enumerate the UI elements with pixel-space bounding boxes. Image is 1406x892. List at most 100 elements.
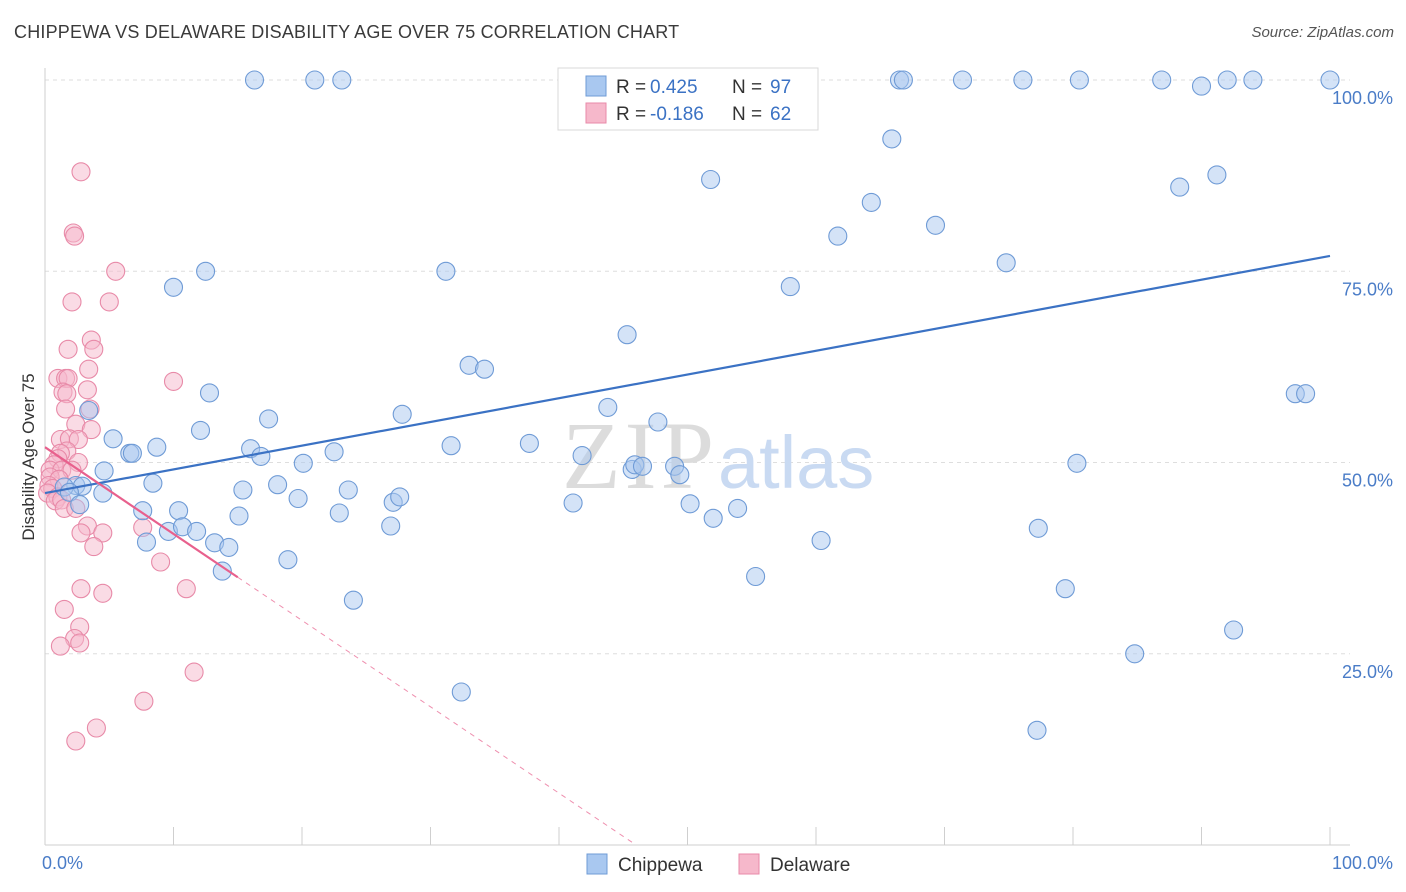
delaware-point bbox=[58, 339, 78, 359]
chippewa-point bbox=[278, 550, 298, 570]
grid-lines bbox=[45, 79, 1350, 655]
watermark: ZIP atlas bbox=[562, 402, 874, 509]
legend-n-label: N = bbox=[732, 77, 762, 98]
chippewa-point bbox=[196, 261, 216, 281]
chippewa-point bbox=[670, 465, 690, 485]
chippewa-point bbox=[1170, 177, 1190, 197]
delaware-point bbox=[93, 523, 113, 543]
legend: R = 0.425 N = 97 R = -0.186 N = 62 bbox=[557, 67, 819, 131]
x-tick-label-min: 0.0% bbox=[42, 853, 83, 873]
bottom-legend: Chippewa Delaware bbox=[586, 853, 850, 876]
chippewa-point bbox=[305, 70, 325, 90]
y-tick-label-50: 50.0% bbox=[1342, 471, 1393, 491]
watermark-atlas: atlas bbox=[718, 421, 874, 504]
legend-r-label: R = bbox=[616, 77, 646, 98]
chippewa-point bbox=[828, 226, 848, 246]
chippewa-point bbox=[1152, 70, 1172, 90]
chippewa-point bbox=[441, 436, 461, 456]
bottom-legend-swatch-chippewa bbox=[586, 853, 608, 875]
chippewa-point bbox=[259, 409, 279, 429]
chippewa-point bbox=[1055, 579, 1075, 599]
delaware-point bbox=[65, 226, 85, 246]
chippewa-point bbox=[190, 420, 211, 440]
bottom-legend-swatch-delaware bbox=[738, 853, 760, 875]
chippewa-point bbox=[1027, 720, 1047, 740]
y-tick-label-25: 25.0% bbox=[1342, 662, 1393, 682]
chippewa-point bbox=[122, 443, 142, 463]
legend-r-value-delaware: -0.186 bbox=[650, 104, 704, 125]
delaware-point bbox=[163, 371, 184, 391]
legend-swatch-delaware bbox=[585, 102, 607, 124]
chippewa-point bbox=[701, 169, 721, 190]
legend-swatch-chippewa bbox=[585, 75, 607, 97]
legend-r-value-chippewa: 0.425 bbox=[650, 77, 698, 98]
chippewa-point bbox=[893, 70, 913, 90]
chippewa-point bbox=[293, 453, 313, 473]
chippewa-point bbox=[1217, 70, 1237, 90]
delaware-point bbox=[66, 731, 86, 751]
legend-n-label: N = bbox=[732, 104, 762, 125]
delaware-point bbox=[71, 579, 91, 599]
chippewa-point bbox=[572, 446, 592, 466]
y-tick-label-100: 100.0% bbox=[1332, 88, 1393, 108]
chippewa-point bbox=[1067, 453, 1087, 473]
chippewa-point bbox=[1224, 620, 1244, 640]
chippewa-point bbox=[925, 215, 946, 235]
chippewa-point bbox=[746, 566, 766, 587]
chippewa-point bbox=[703, 508, 723, 528]
chippewa-point bbox=[1296, 384, 1316, 404]
delaware-point bbox=[176, 579, 196, 599]
chippewa-point bbox=[219, 537, 239, 557]
chippewa-point bbox=[617, 325, 637, 345]
chippewa-point bbox=[163, 277, 184, 297]
chippewa-point bbox=[780, 277, 800, 297]
chippewa-point bbox=[648, 412, 668, 432]
y-tick-labels: 25.0% 50.0% 75.0% 100.0% bbox=[1332, 88, 1393, 682]
chippewa-point bbox=[229, 506, 249, 526]
chippewa-point bbox=[882, 129, 902, 149]
chippewa-point bbox=[70, 495, 90, 515]
delaware-point bbox=[71, 523, 91, 543]
chippewa-point bbox=[187, 521, 207, 541]
chippewa-point bbox=[1013, 70, 1033, 90]
chippewa-point bbox=[1191, 76, 1212, 96]
chippewa-point bbox=[332, 70, 352, 90]
chippewa-point bbox=[199, 383, 220, 403]
chippewa-point bbox=[324, 442, 344, 462]
delaware-point bbox=[84, 339, 104, 359]
legend-n-value-chippewa: 97 bbox=[770, 77, 791, 98]
chippewa-point bbox=[728, 498, 748, 518]
chippewa-point bbox=[1320, 70, 1340, 90]
delaware-point bbox=[99, 292, 119, 312]
delaware-point bbox=[68, 429, 88, 450]
bottom-legend-label-chippewa: Chippewa bbox=[618, 855, 703, 876]
delaware-point bbox=[81, 420, 101, 440]
chippewa-point bbox=[436, 261, 456, 281]
chippewa-point bbox=[474, 359, 495, 379]
chippewa-point bbox=[1028, 518, 1048, 538]
chippewa-point bbox=[952, 70, 973, 90]
source-label: Source: ZipAtlas.com bbox=[1251, 24, 1394, 41]
chippewa-point bbox=[103, 429, 123, 449]
legend-r-label: R = bbox=[616, 104, 646, 125]
chippewa-point bbox=[147, 437, 167, 457]
chippewa-point bbox=[288, 488, 308, 509]
chippewa-point bbox=[79, 400, 99, 421]
y-tick-label-75: 75.0% bbox=[1342, 279, 1393, 299]
chippewa-point bbox=[94, 461, 114, 481]
chippewa-point bbox=[451, 682, 471, 702]
chippewa-point bbox=[680, 494, 700, 514]
chippewa-point bbox=[251, 446, 271, 466]
chippewa-point bbox=[996, 253, 1016, 273]
delaware-point bbox=[134, 691, 154, 711]
chippewa-point bbox=[1207, 165, 1227, 185]
delaware-point bbox=[86, 718, 106, 738]
data-points bbox=[38, 70, 1340, 751]
chippewa-point bbox=[338, 480, 358, 500]
delaware-trend-line bbox=[44, 446, 239, 579]
chippewa-point bbox=[598, 397, 618, 417]
delaware-point bbox=[71, 162, 91, 182]
delaware-trend-extension bbox=[237, 576, 637, 846]
delaware-point bbox=[62, 292, 82, 312]
chippewa-point bbox=[1125, 644, 1145, 664]
